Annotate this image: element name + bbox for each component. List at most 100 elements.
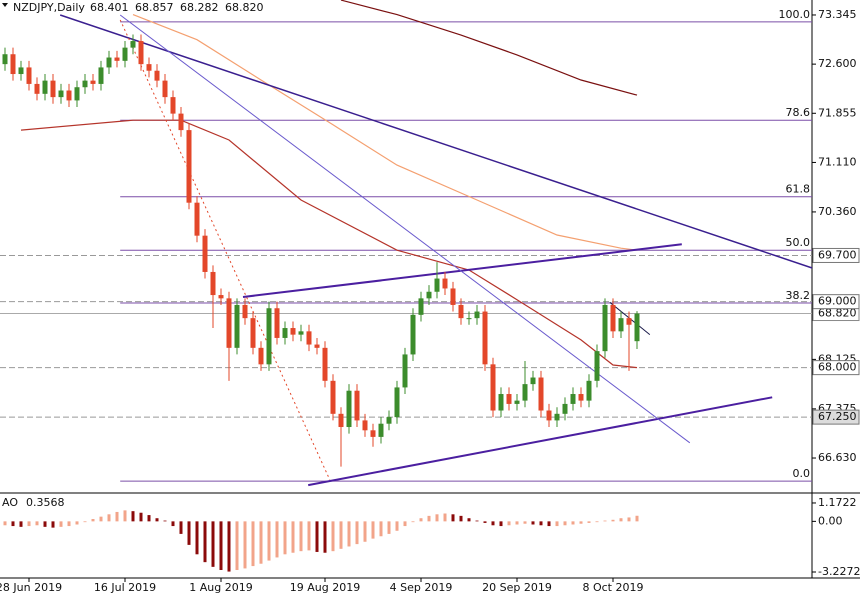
oscillator-tick-label: 0.00	[818, 514, 843, 527]
candle-body	[298, 331, 304, 335]
candle-body	[282, 328, 288, 338]
x-tick-label: 16 Jul 2019	[94, 581, 156, 594]
x-tick-label: 19 Aug 2019	[290, 581, 360, 594]
fib-label: 61.8	[786, 183, 811, 196]
candle-body	[346, 390, 352, 428]
candle-body	[514, 400, 520, 404]
candle-body	[586, 380, 592, 401]
candle-body	[314, 344, 320, 348]
candle-body	[562, 403, 568, 414]
quote-close: 68.820	[225, 1, 264, 14]
candle-body	[506, 394, 512, 404]
candle-body	[554, 413, 560, 421]
candle-body	[98, 67, 104, 84]
candle-body	[458, 304, 464, 319]
candle-body	[42, 80, 48, 94]
candle-body	[146, 64, 152, 71]
y-tick-label: 71.855	[818, 106, 857, 119]
y-tick-label: 72.600	[818, 57, 857, 70]
candle-body	[530, 377, 536, 385]
candle-body	[482, 311, 488, 365]
candle-body	[50, 80, 56, 98]
quote-low: 68.282	[180, 1, 219, 14]
candle-body	[330, 380, 336, 414]
level-label-box	[812, 247, 860, 263]
x-tick-label: 4 Sep 2019	[390, 581, 453, 594]
candle-body	[450, 288, 456, 305]
moving-average	[20, 119, 638, 369]
quote-high: 68.857	[135, 1, 174, 14]
candle-body	[538, 377, 544, 411]
candle-body	[290, 328, 296, 335]
candle-body	[2, 54, 8, 65]
candle-body	[370, 430, 376, 437]
candle-body	[154, 70, 160, 81]
overlay: NZDJPY,Daily 68.401 68.857 68.282 68.820…	[2, 1, 264, 509]
candle-body	[34, 83, 40, 94]
quote-open: 68.401	[90, 1, 129, 14]
candle-body	[234, 304, 240, 348]
main-panel	[0, 0, 812, 487]
level-label-box	[812, 409, 860, 425]
candle-body	[106, 57, 112, 68]
candle-body	[546, 410, 552, 421]
candle-body	[90, 80, 96, 84]
level-label-box	[812, 360, 860, 376]
trendline	[308, 396, 773, 487]
candle-body	[522, 384, 528, 401]
fib-label: 0.0	[793, 467, 811, 480]
candle-body	[626, 318, 632, 325]
candle-body	[114, 57, 120, 61]
candle-body	[10, 54, 16, 75]
level-label: 69.000	[818, 295, 857, 308]
candle-body	[210, 271, 216, 296]
candle-body	[498, 394, 504, 411]
candle-body	[354, 390, 360, 421]
candle-body	[442, 278, 448, 289]
trendline	[242, 243, 682, 298]
candle-body	[634, 313, 640, 342]
candle-body	[162, 80, 168, 98]
fib-label: 50.0	[786, 236, 811, 249]
x-tick-label: 8 Oct 2019	[582, 581, 643, 594]
candle-body	[402, 354, 408, 388]
y-tick-label: 73.345	[818, 8, 857, 21]
candle-body	[602, 304, 608, 352]
candle-body	[594, 351, 600, 381]
candle-body	[178, 113, 184, 131]
candle-body	[362, 420, 368, 431]
candle-body	[82, 80, 88, 88]
candle-body	[58, 90, 64, 98]
candle-body	[258, 347, 264, 365]
candle-body	[122, 47, 128, 61]
moving-average	[340, 0, 638, 96]
y-tick-label: 66.630	[818, 451, 857, 464]
menu-arrow	[2, 3, 8, 7]
fib-label: 78.6	[786, 106, 811, 119]
candle-body	[266, 308, 272, 365]
candle-body	[66, 90, 72, 101]
candle-body	[378, 423, 384, 437]
candle-body	[194, 202, 200, 236]
candle-body	[74, 87, 80, 101]
trendline	[119, 19, 331, 481]
candle-body	[426, 291, 432, 299]
candle-body	[250, 318, 256, 348]
candle-body	[466, 318, 472, 320]
candle-body	[138, 41, 144, 65]
candle-body	[226, 298, 232, 348]
candle-body	[170, 97, 176, 114]
oscillator-tick-label: 1.1722	[818, 496, 857, 509]
candle-body	[218, 295, 224, 299]
candle-body	[186, 130, 192, 203]
oscillator-tick-label: -3.2272	[818, 565, 860, 578]
x-tick-label: 28 Jun 2019	[0, 581, 62, 594]
fib-label: 38.2	[786, 289, 811, 302]
level-label-box	[812, 294, 860, 310]
candle-body	[570, 394, 576, 404]
candle-body	[130, 41, 136, 48]
y-tick-label: 70.360	[818, 205, 857, 218]
level-label: 68.000	[818, 361, 857, 374]
candle-body	[242, 304, 248, 319]
candle-body	[306, 331, 312, 345]
